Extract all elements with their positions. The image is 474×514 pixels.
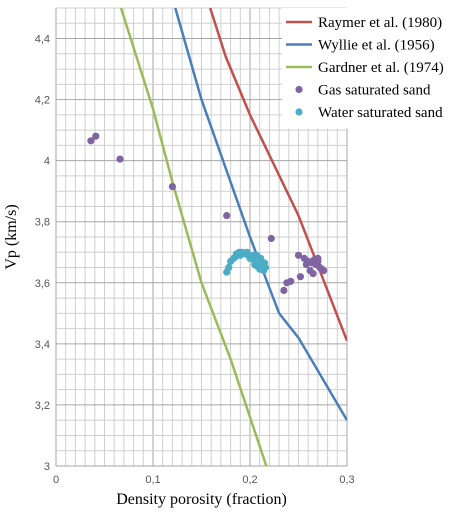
gas-sand-point	[87, 137, 95, 145]
legend-dot-marker	[295, 85, 303, 94]
x-tick-label: 0,1	[145, 474, 160, 486]
gas-sand-point	[116, 155, 124, 163]
water-sand-point	[243, 248, 251, 256]
water-sand-point	[236, 251, 244, 259]
y-tick-label: 3,8	[35, 217, 50, 229]
legend-entry: Water saturated sand	[318, 105, 443, 121]
y-axis-title: Vp (km/s)	[3, 204, 20, 269]
gas-sand-point	[267, 234, 275, 243]
gas-sand-point	[296, 273, 304, 281]
water-sand-point	[261, 259, 269, 267]
x-axis-title: Density porosity (fraction)	[116, 491, 287, 508]
y-tick-label: 4	[44, 156, 50, 168]
line-wyllie	[174, 8, 347, 421]
tick-labels: 0 0,1 0,2 0,3 3 3,2 3,4 3,6 3,8 4 4,2 4,4	[35, 34, 355, 486]
legend-entry: Wyllie et al. (1956)	[318, 38, 435, 54]
legend-entry: Gardner et al. (1974)	[318, 60, 444, 76]
legend-dot-marker	[295, 108, 303, 116]
x-tick-label: 0	[53, 474, 59, 486]
y-tick-label: 3,4	[35, 339, 50, 351]
x-tick-label: 0,3	[339, 474, 354, 486]
water-sand-point	[225, 263, 233, 272]
gas-sand-point	[280, 286, 288, 294]
legend: Raymer et al. (1980) Wyllie et al. (1956)…	[286, 15, 444, 121]
gas-sand-point	[223, 212, 231, 220]
y-tick-label: 4,2	[35, 95, 50, 107]
legend-entry: Raymer et al. (1980)	[318, 15, 442, 31]
y-tick-label: 3,2	[35, 400, 50, 412]
legend-background	[282, 8, 472, 129]
x-tick-label: 0,2	[242, 474, 257, 486]
gas-sand-point	[302, 260, 310, 269]
gas-sand-point	[294, 251, 303, 259]
gas-sand-point	[314, 254, 322, 262]
y-tick-label: 4,4	[35, 34, 50, 46]
gas-sand-point	[309, 270, 317, 278]
gas-sand-point	[320, 267, 328, 275]
data-points	[87, 132, 328, 294]
gas-sand-point	[287, 277, 295, 285]
y-tick-label: 3	[44, 461, 50, 473]
line-gardner	[119, 8, 268, 466]
gas-sand-point	[92, 132, 100, 140]
grid	[55, 7, 348, 467]
gas-sand-point	[168, 183, 176, 191]
legend-entry: Gas saturated sand	[318, 83, 431, 99]
y-tick-label: 3,6	[35, 278, 50, 290]
